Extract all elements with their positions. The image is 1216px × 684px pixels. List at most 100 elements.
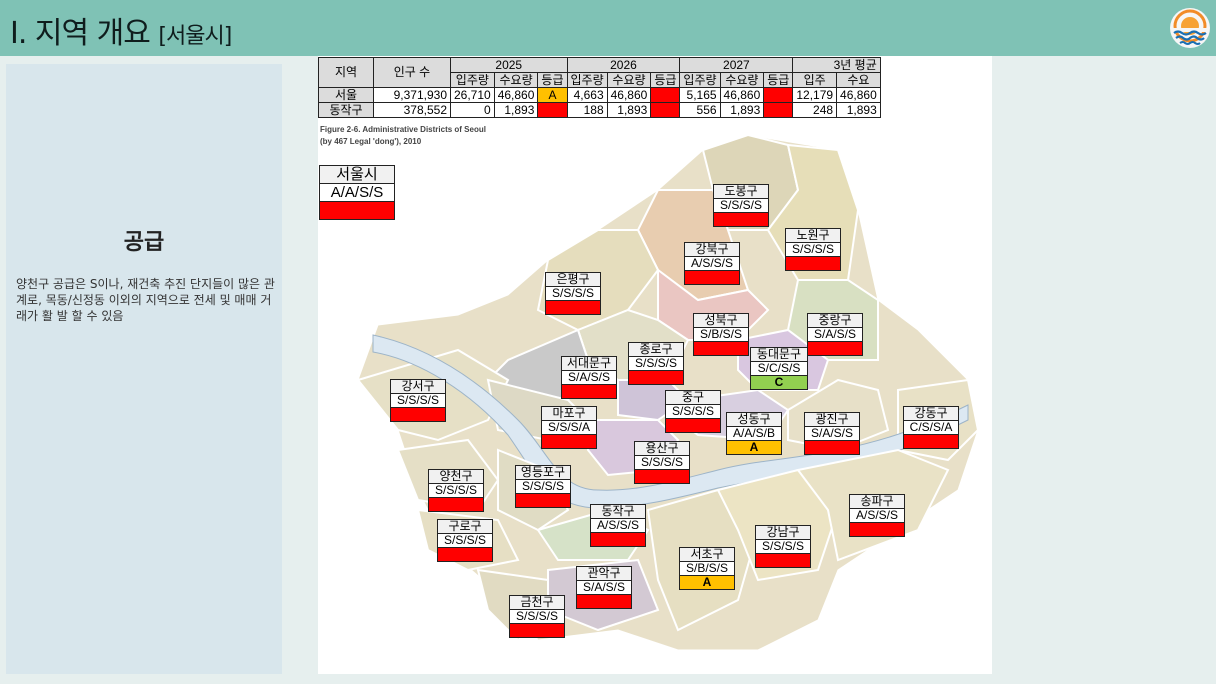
district-label-dongjak: 동작구 A/S/S/S S [590,504,646,547]
district-overall-grade: S [590,532,646,547]
district-grades: S/S/S/S [545,286,601,300]
cell: 46,860 [836,87,881,103]
sub-in: 입주량 [679,72,721,88]
district-overall-grade: S [541,434,597,449]
district-overall-grade: S [437,547,493,562]
district-name: 동대문구 [750,347,808,361]
district-grades: S/A/S/S [576,580,632,594]
district-overall-grade: S [713,212,769,227]
district-grades: S/S/S/S [755,539,811,553]
district-grades: A/A/S/S [319,183,395,201]
grade-badge: A [537,87,568,103]
district-name: 강서구 [390,379,446,393]
caption-line: Figure 2-6. Administrative Districts of … [320,125,486,134]
district-label-dobong: 도봉구 S/S/S/S S [713,184,769,227]
district-grades: S/S/S/S [713,198,769,212]
col-year-2027: 2027 [679,57,794,73]
district-label-jungnang: 중랑구 S/A/S/S S [807,313,863,356]
district-grades: S/B/S/S [679,561,735,575]
district-name: 금천구 [509,595,565,609]
table-row: 서울 9,371,930 26,710 46,860 A 4,663 46,86… [318,87,881,103]
district-grades: S/S/S/S [634,455,690,469]
district-overall-grade: S [849,522,905,537]
district-label-geumcheon: 금천구 S/S/S/S S [509,595,565,638]
col-year-2026: 2026 [566,57,681,73]
district-grades: S/S/S/S [665,404,721,418]
district-name: 관악구 [576,566,632,580]
cell: 1,893 [719,102,765,118]
district-label-jung: 중구 S/S/S/S S [665,390,721,433]
district-grades: C/S/S/A [903,420,959,434]
district-label-songpa: 송파구 A/S/S/S S [849,494,905,537]
district-name: 양천구 [428,469,484,483]
district-name: 성동구 [726,412,782,426]
district-overall-grade: C [750,375,808,390]
grade-badge: S [650,87,681,103]
district-grades: S/A/S/S [804,426,860,440]
district-overall-grade: S [804,440,860,455]
district-grades: A/A/S/B [726,426,782,440]
row-region: 동작구 [318,102,374,118]
cell: 46,860 [493,87,539,103]
district-grades: S/S/S/S [785,242,841,256]
district-label-seocho: 서초구 S/B/S/S A [679,547,735,590]
sub-avg-demand: 수요 [836,72,881,88]
district-grades: S/S/S/A [541,420,597,434]
cell: 4,663 [566,87,608,103]
col-population: 인구 수 [373,57,451,88]
sub-demand: 수요량 [606,72,652,88]
cell: 188 [566,102,608,118]
district-label-gwangjin: 광진구 S/A/S/S S [804,412,860,455]
district-overall-grade: S [428,497,484,512]
district-name: 강북구 [684,242,740,256]
row-pop: 9,371,930 [373,87,451,103]
grade-badge: S [537,102,568,118]
district-grades: S/B/S/S [693,327,749,341]
district-label-gwanak: 관악구 S/A/S/S S [576,566,632,609]
district-label-gangnam: 강남구 S/S/S/S S [755,525,811,568]
district-grades: S/A/S/S [561,370,617,384]
district-label-eunpyeong: 은평구 S/S/S/S S [545,272,601,315]
district-overall-grade: S [545,300,601,315]
district-name: 용산구 [634,441,690,455]
district-grades: S/S/S/S [509,609,565,623]
district-label-mapo: 마포구 S/S/S/A S [541,406,597,449]
district-grades: A/S/S/S [684,256,740,270]
district-label-yangcheon: 양천구 S/S/S/S S [428,469,484,512]
district-name: 동작구 [590,504,646,518]
district-overall-grade: S [755,553,811,568]
district-overall-grade: S [903,434,959,449]
table-row: 동작구 378,552 0 1,893 S 188 1,893 S 556 1,… [318,102,881,118]
district-label-seongdong: 성동구 A/A/S/B A [726,412,782,455]
district-name: 영등포구 [515,465,571,479]
district-name: 송파구 [849,494,905,508]
seoul-summary-label: 서울시 A/A/S/S S [319,165,395,220]
sub-avg-in: 입주 [792,72,838,88]
district-name: 서대문구 [561,356,617,370]
district-grades: S/S/S/S [437,533,493,547]
district-label-gangseo: 강서구 S/S/S/S S [390,379,446,422]
district-name: 강남구 [755,525,811,539]
row-pop: 378,552 [373,102,451,118]
sub-grade: 등급 [537,72,568,88]
grade-badge: S [763,87,794,103]
district-label-guro: 구로구 S/S/S/S S [437,519,493,562]
sub-in: 입주량 [566,72,608,88]
district-name: 성북구 [693,313,749,327]
district-overall-grade: S [693,341,749,356]
district-label-dongdaemun: 동대문구 S/C/S/S C [750,347,808,390]
grade-badge: S [763,102,794,118]
district-grades: S/A/S/S [807,327,863,341]
district-grades: S/S/S/S [515,479,571,493]
district-name: 서초구 [679,547,735,561]
cell: 46,860 [606,87,652,103]
district-overall-grade: S [628,370,684,385]
figure-caption: Figure 2-6. Administrative Districts of … [320,124,486,148]
district-name: 중구 [665,390,721,404]
district-name: 도봉구 [713,184,769,198]
table-subheader-row: 입주량 수요량 등급 입주량 수요량 등급 입주량 수요량 등급 입주 수요 [319,72,881,88]
sub-in: 입주량 [450,72,495,88]
district-grades: S/S/S/S [628,356,684,370]
district-name: 노원구 [785,228,841,242]
district-grades: S/S/S/S [428,483,484,497]
